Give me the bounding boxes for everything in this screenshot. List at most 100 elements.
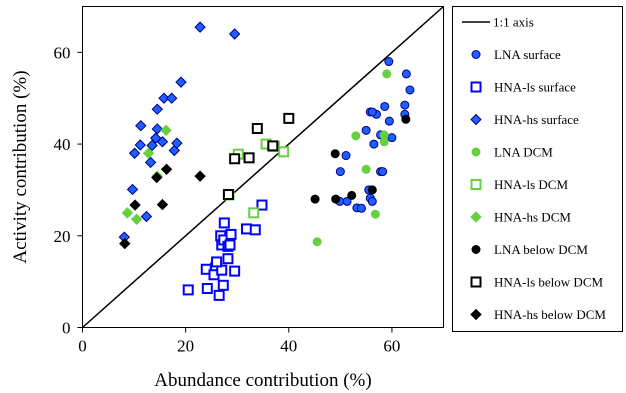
legend-marker <box>470 276 482 288</box>
series-hna-hs-below-dcm <box>119 163 206 250</box>
data-point <box>160 124 172 137</box>
x-axis-ticks: 0 20 40 60 <box>78 327 400 356</box>
data-point <box>222 253 234 265</box>
data-point <box>367 107 377 117</box>
data-point <box>351 131 361 141</box>
data-point <box>369 139 379 149</box>
data-point <box>158 92 170 104</box>
x-axis-label: Abundance contribution (%) <box>154 370 371 391</box>
x-tick-label: 20 <box>177 337 194 356</box>
y-tick-label: 0 <box>62 319 71 338</box>
data-point <box>384 57 394 67</box>
data-point <box>335 167 345 177</box>
data-point <box>331 194 341 204</box>
legend-label: HNA-ls DCM <box>494 177 568 192</box>
series-hna-ls-surface <box>182 189 268 301</box>
legend-item-lna-dcm: LNA DCM <box>471 145 553 160</box>
legend-item-hna-ls-surface: HNA-ls surface <box>470 80 576 95</box>
legend: 1:1 axis LNA surface HNA-ls surface HNA-hs … <box>452 6 623 332</box>
legend-label: HNA-ls surface <box>494 80 576 95</box>
data-point <box>229 265 241 277</box>
data-point <box>382 69 392 79</box>
data-point <box>310 194 320 204</box>
legend-item-1-1-axis: 1:1 axis <box>462 15 534 30</box>
data-point <box>379 130 389 140</box>
data-point <box>140 210 153 223</box>
plot-area: 0 20 40 60 0 20 40 60 <box>54 5 444 356</box>
data-point <box>225 228 237 240</box>
data-point <box>256 199 268 211</box>
legend-item-lna-surface: LNA surface <box>471 47 561 62</box>
data-point <box>248 207 260 219</box>
legend-marker <box>470 211 482 223</box>
y-tick-label: 60 <box>54 43 71 62</box>
data-point <box>126 183 139 196</box>
data-point <box>251 122 263 134</box>
data-point <box>228 28 241 40</box>
data-point <box>156 198 169 211</box>
data-point <box>213 289 225 301</box>
legend-marker <box>471 245 481 254</box>
legend-item-hna-hs-dcm: HNA-hs DCM <box>470 210 571 225</box>
data-point <box>182 284 194 296</box>
legend-marker <box>470 113 482 126</box>
series-lna-surface <box>335 57 415 213</box>
data-point <box>194 170 206 182</box>
legend-label: LNA surface <box>494 47 561 62</box>
data-point <box>367 185 377 195</box>
data-point <box>341 151 351 161</box>
legend-marker <box>470 179 482 190</box>
data-point <box>171 137 183 149</box>
data-point <box>146 139 158 152</box>
plot-frame <box>82 6 444 328</box>
data-point <box>400 100 410 110</box>
legend-label: HNA-ls below DCM <box>494 275 603 290</box>
data-point <box>156 136 169 148</box>
x-tick-label: 0 <box>78 337 87 356</box>
data-point <box>361 164 371 174</box>
data-point <box>361 125 371 135</box>
data-point <box>378 167 388 177</box>
data-point <box>218 217 230 229</box>
data-point <box>201 283 213 295</box>
data-point <box>229 153 241 165</box>
data-point <box>283 112 295 124</box>
data-point <box>135 120 147 132</box>
y-axis-label: Activity contribution (%) <box>10 70 31 263</box>
data-point <box>312 237 322 247</box>
x-tick-label: 40 <box>280 337 297 356</box>
legend-label: 1:1 axis <box>493 15 534 30</box>
series-hna-hs-surface <box>118 21 241 243</box>
data-point <box>144 156 157 169</box>
y-axis-ticks: 0 20 40 60 <box>54 43 83 338</box>
data-point <box>405 85 415 95</box>
data-point <box>151 103 163 115</box>
data-point <box>243 152 255 164</box>
data-point <box>401 114 411 124</box>
data-point <box>401 69 411 79</box>
series-lna-dcm <box>312 69 392 247</box>
legend-marker <box>470 308 482 321</box>
data-point <box>119 237 131 250</box>
series-lna-below-dcm <box>310 114 411 204</box>
data-point <box>151 171 163 184</box>
data-point <box>142 147 155 159</box>
legend-marker <box>471 50 481 59</box>
legend-item-hna-ls-dcm: HNA-ls DCM <box>470 177 568 192</box>
data-point <box>240 223 252 235</box>
legend-label: HNA-hs DCM <box>494 210 571 225</box>
data-point <box>370 209 380 219</box>
legend-label: LNA DCM <box>494 145 553 160</box>
data-point <box>217 279 229 291</box>
data-point <box>387 133 397 143</box>
data-point <box>224 239 236 251</box>
data-point <box>380 101 390 111</box>
y-tick-label: 20 <box>54 227 71 246</box>
data-point <box>194 21 206 33</box>
data-point <box>249 224 261 236</box>
series-hna-ls-dcm <box>223 138 290 219</box>
legend-item-hna-hs-below-dcm: HNA-hs below DCM <box>470 307 606 322</box>
data-point <box>342 196 352 206</box>
data-point <box>160 163 173 175</box>
